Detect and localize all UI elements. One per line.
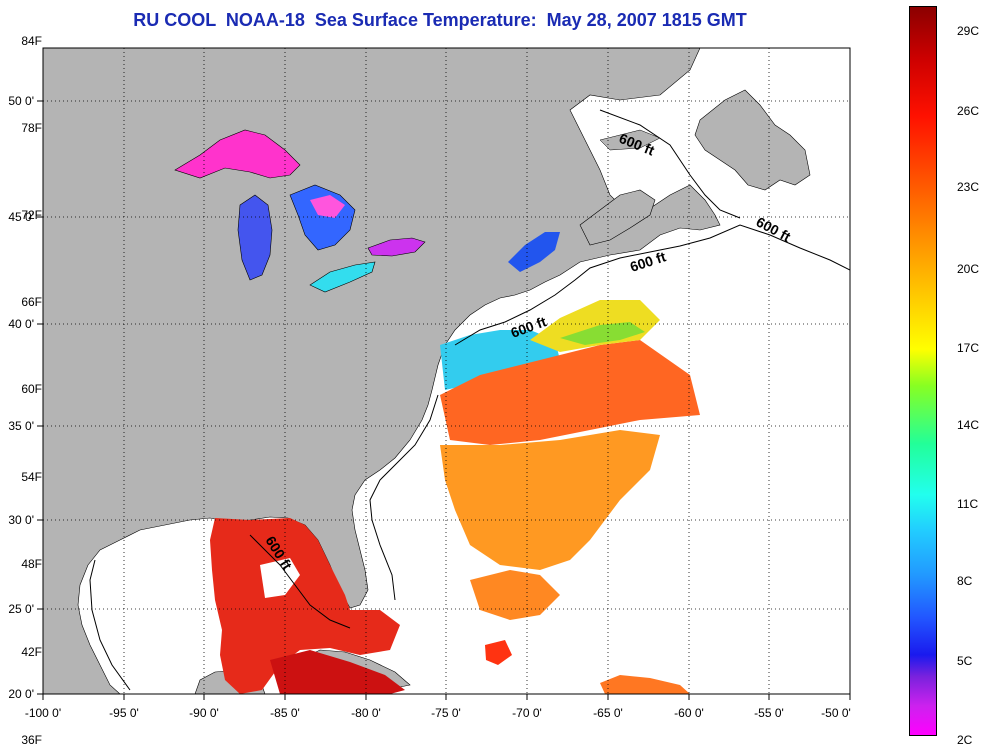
colorbar-c-label: 23C: [957, 180, 980, 194]
colorbar-c-label: 8C: [957, 574, 973, 588]
nova-scotia-land: [579, 189, 656, 246]
lon-tick-label: -80 0': [351, 706, 381, 720]
graticule: [43, 48, 850, 694]
sst-green-band: [560, 322, 645, 345]
lat-tick-label: 40 0': [8, 317, 34, 331]
lake-michigan: [237, 194, 273, 281]
north-america-land: [43, 48, 721, 694]
sst-east-patch: [600, 675, 690, 694]
colorbar-c-label: 11C: [957, 497, 979, 511]
lon-tick-label: -60 0': [674, 706, 704, 720]
green-bay-lake-patch: [310, 195, 345, 218]
lake-superior: [174, 129, 301, 179]
colorbar-c-label: 2C: [957, 733, 973, 747]
lon-tick-label: -75 0': [431, 706, 461, 720]
lat-tick-label: 45 0': [8, 210, 34, 224]
isobath-600ft-north: [454, 224, 850, 346]
temperature-colorbar: [909, 6, 937, 736]
lat-tick-label: 30 0': [8, 513, 34, 527]
colorbar-c-label: 5C: [957, 654, 973, 668]
newfoundland-land: [694, 89, 811, 191]
sst-sargasso: [440, 430, 660, 570]
colorbar-c-label: 14C: [957, 418, 980, 432]
lon-tick-label: -95 0': [109, 706, 139, 720]
sst-gulf-white-gaps: [260, 558, 300, 598]
tick-marks: [37, 100, 851, 700]
lon-tick-label: -50 0': [821, 706, 851, 720]
isobath-600ft-southeast: [369, 394, 439, 601]
colorbar-c-label: 26C: [957, 104, 980, 118]
isobath-600ft-east: [599, 109, 741, 219]
isobath-600ft-gulf: [249, 534, 351, 629]
lon-tick-label: -85 0': [270, 706, 300, 720]
colorbar-f-label: 54F: [21, 470, 42, 484]
colorbar-f-label: 60F: [21, 382, 42, 396]
lat-tick-label: 20 0': [8, 687, 34, 701]
lon-tick-label: -55 0': [754, 706, 784, 720]
map-title: RU COOL NOAA-18 Sea Surface Temperature:…: [133, 10, 747, 30]
colorbar-c-label: 17C: [957, 341, 980, 355]
lat-tick-label: 35 0': [8, 419, 34, 433]
colorbar-f-label: 84F: [21, 34, 42, 48]
colorbar-gradient: [909, 6, 937, 736]
sst-shelf-cyan: [440, 330, 560, 390]
colorbar-f-label: 42F: [21, 645, 42, 659]
colorbar-f-label: 78F: [21, 121, 42, 135]
lake-erie: [309, 261, 376, 293]
colorbar-c-label: 29C: [957, 24, 980, 38]
lon-tick-label: -90 0': [189, 706, 219, 720]
lat-tick-label: 50 0': [8, 94, 34, 108]
lon-tick-label: -65 0': [593, 706, 623, 720]
colorbar-f-label: 36F: [21, 733, 42, 747]
lat-tick-label: 25 0': [8, 602, 34, 616]
colorbar-c-label: 20C: [957, 262, 980, 276]
sst-gulf-stream: [440, 340, 700, 445]
sst-gulf-of-mexico: [210, 518, 400, 694]
lon-tick-label: -70 0': [512, 706, 542, 720]
isobath-600ft-gulf-west: [89, 559, 131, 691]
lon-tick-label: -100 0': [25, 706, 61, 720]
sst-gulf-of-maine: [508, 232, 560, 272]
sst-slope-yellow: [530, 300, 660, 352]
colorbar-f-label: 72F: [21, 208, 42, 222]
colorbar-f-label: 66F: [21, 295, 42, 309]
sst-caribbean-patch: [485, 640, 512, 665]
sst-sargasso-south: [470, 570, 560, 620]
colorbar-f-label: 48F: [21, 557, 42, 571]
sst-florida-straits: [270, 650, 405, 694]
lake-ontario: [367, 237, 426, 257]
